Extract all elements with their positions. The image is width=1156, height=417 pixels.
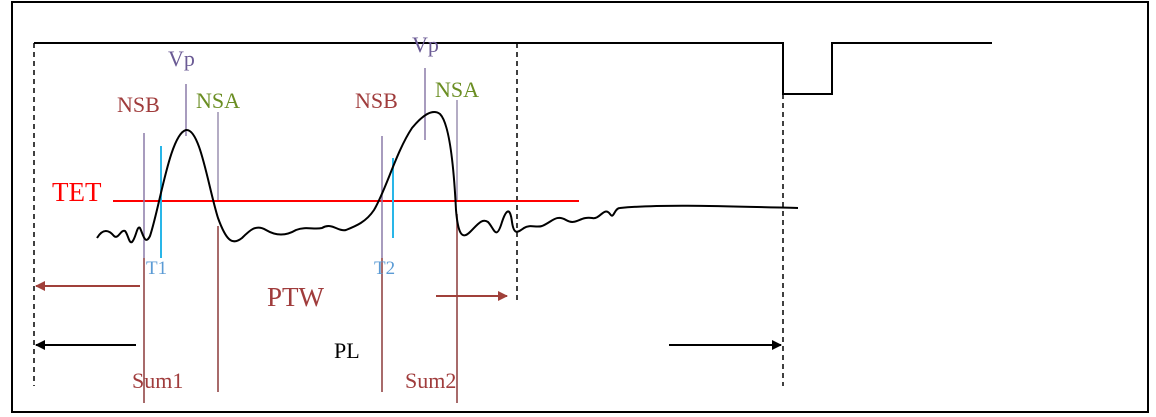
sum1-label: Sum1 — [132, 368, 183, 393]
tet-label: TET — [52, 177, 102, 207]
t1-label: T1 — [146, 258, 167, 279]
pl-label: PL — [334, 338, 360, 363]
nsa-label-2: NSA — [435, 77, 479, 102]
vp-label-1: Vp — [168, 46, 195, 71]
t2-label: T2 — [374, 258, 395, 279]
gate-signal-line — [34, 42, 992, 95]
sum2-label: Sum2 — [405, 368, 456, 393]
nsb-label-1: NSB — [117, 92, 160, 117]
nsb-label-2: NSB — [355, 88, 398, 113]
outer-frame — [11, 1, 1149, 413]
nsa-label-1: NSA — [196, 88, 240, 113]
ptw-label: PTW — [267, 282, 325, 312]
signal-waveform — [96, 110, 799, 244]
vp-label-2: Vp — [412, 32, 439, 57]
